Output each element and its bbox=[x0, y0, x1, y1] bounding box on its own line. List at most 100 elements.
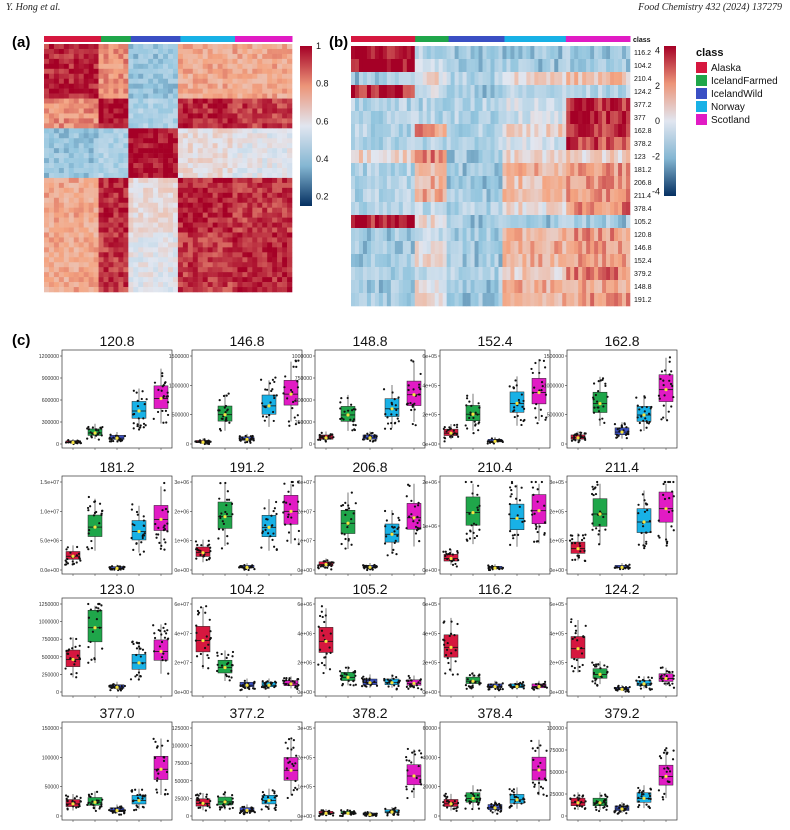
y-tick: 75000 bbox=[175, 761, 190, 767]
boxplot-title: 116.2 bbox=[478, 581, 512, 597]
boxplot-title: 378.2 bbox=[352, 705, 387, 721]
feature-heatmap bbox=[351, 46, 631, 307]
y-tick: 0e+00 bbox=[422, 568, 437, 574]
colorbar-a-tick: 1 bbox=[316, 41, 321, 51]
y-tick: 3e+06 bbox=[174, 480, 189, 486]
y-tick: 6e+06 bbox=[297, 602, 312, 608]
y-tick: 0 bbox=[186, 442, 189, 448]
boxplot-379.2: 379.2 100000 75000 50000 25000 0 bbox=[547, 705, 678, 822]
legend-swatch-norway bbox=[696, 101, 707, 112]
legend-swatch-scotland bbox=[696, 114, 707, 125]
y-tick: 1000000 bbox=[292, 354, 312, 360]
legend-title: class bbox=[696, 47, 724, 59]
y-tick: 20000 bbox=[423, 785, 438, 791]
y-tick: 2e+05 bbox=[422, 413, 437, 419]
correlation-matrix bbox=[44, 44, 293, 293]
y-tick: 1e+07 bbox=[297, 539, 312, 545]
y-tick: 100000 bbox=[42, 755, 59, 761]
colorbar-a-tick: 0.6 bbox=[316, 116, 329, 126]
legend-swatch-icelandwild bbox=[696, 88, 707, 99]
y-tick: 0e+00 bbox=[422, 690, 437, 696]
y-tick: 1e+06 bbox=[422, 524, 437, 530]
legend-label-scotland: Scotland bbox=[711, 115, 750, 126]
y-tick: 125000 bbox=[172, 726, 189, 732]
boxplot-title: 105.2 bbox=[352, 581, 387, 597]
boxplot-title: 210.4 bbox=[477, 459, 512, 475]
boxplot-title: 124.2 bbox=[604, 581, 639, 597]
feature-label: 181.2 bbox=[634, 167, 652, 174]
y-tick: 1.5e+07 bbox=[40, 480, 59, 486]
feature-label: 146.8 bbox=[634, 245, 652, 252]
y-tick: 250000 bbox=[295, 420, 312, 426]
feature-label: 105.2 bbox=[634, 219, 652, 226]
feature-label: 377 bbox=[634, 115, 646, 122]
y-tick: 0e+00 bbox=[297, 690, 312, 696]
plot-frame bbox=[191, 721, 303, 821]
y-tick: 1200000 bbox=[39, 354, 59, 360]
boxplot-title: 146.8 bbox=[229, 333, 264, 349]
y-tick: 40000 bbox=[423, 755, 438, 761]
y-tick: 0 bbox=[56, 442, 59, 448]
boxplot-181.2: 181.2 1.5e+07 1.0e+07 5.0e+06 0.0e+00 bbox=[40, 459, 173, 576]
legend-label-alaska: Alaska bbox=[711, 63, 741, 74]
y-tick: 4e+05 bbox=[422, 631, 437, 637]
y-tick: 1000000 bbox=[169, 383, 189, 389]
boxplot-377.0: 377.0 150000 100000 50000 0 bbox=[42, 705, 173, 822]
y-tick: 2e+05 bbox=[549, 661, 564, 667]
y-tick: 50000 bbox=[175, 779, 190, 785]
boxplot-title: 377.0 bbox=[99, 705, 134, 721]
y-tick: 5.0e+06 bbox=[40, 539, 59, 545]
y-tick: 50000 bbox=[550, 770, 565, 776]
y-tick: 750000 bbox=[42, 637, 59, 643]
class-row-label: class bbox=[633, 37, 651, 44]
y-tick: 600000 bbox=[42, 398, 59, 404]
plot-frame bbox=[61, 597, 173, 697]
y-tick: 100000 bbox=[547, 726, 564, 732]
y-tick: 2e+06 bbox=[174, 509, 189, 515]
y-tick: 25000 bbox=[550, 792, 565, 798]
y-tick: 500000 bbox=[295, 398, 312, 404]
feature-label: 378.2 bbox=[634, 141, 652, 148]
y-tick: 2e+05 bbox=[297, 755, 312, 761]
feature-label: 148.8 bbox=[634, 284, 652, 291]
boxplot-title: 152.4 bbox=[477, 333, 512, 349]
y-tick: 2e+06 bbox=[297, 661, 312, 667]
boxplot-title: 181.2 bbox=[99, 459, 134, 475]
y-tick: 1e+05 bbox=[549, 539, 564, 545]
colorbar-a-tick: 0.8 bbox=[316, 79, 329, 89]
boxplot-378.4: 378.4 60000 40000 20000 0 bbox=[423, 705, 551, 822]
y-tick: 0 bbox=[561, 442, 564, 448]
class-bar-icelandfarmed bbox=[101, 36, 132, 42]
y-tick: 1e+06 bbox=[174, 539, 189, 545]
y-tick: 6e+05 bbox=[422, 354, 437, 360]
plot-frame bbox=[191, 349, 303, 449]
legend-swatch-icelandfarmed bbox=[696, 75, 707, 86]
feature-label: 124.2 bbox=[634, 89, 652, 96]
colorbar-b-tick: 0 bbox=[655, 116, 660, 126]
y-tick: 4e+05 bbox=[549, 631, 564, 637]
y-tick: 300000 bbox=[42, 420, 59, 426]
y-tick: 500000 bbox=[172, 413, 189, 419]
boxplot-120.8: 120.8 1200000 900000 600000 300000 0 bbox=[39, 333, 173, 450]
boxplot-378.2: 378.2 3e+05 2e+05 1e+05 0e+00 bbox=[297, 705, 426, 822]
boxplot-104.2: 104.2 6e+07 4e+07 2e+07 0e+00 bbox=[174, 581, 303, 698]
feature-label: 191.2 bbox=[634, 297, 652, 304]
plot-frame bbox=[439, 349, 551, 449]
plot-frame bbox=[61, 349, 173, 449]
y-tick: 6e+07 bbox=[174, 602, 189, 608]
y-tick: 1250000 bbox=[39, 602, 59, 608]
feature-label: 152.4 bbox=[634, 258, 652, 265]
y-tick: 6e+05 bbox=[422, 602, 437, 608]
boxplot-title: 377.2 bbox=[229, 705, 264, 721]
y-tick: 4e+05 bbox=[422, 383, 437, 389]
boxplot-title: 206.8 bbox=[352, 459, 387, 475]
feature-label: 210.4 bbox=[634, 76, 652, 83]
running-header-authors: Y. Hong et al. bbox=[6, 2, 61, 13]
y-tick: 0e+00 bbox=[297, 568, 312, 574]
y-tick: 0e+00 bbox=[549, 690, 564, 696]
y-tick: 75000 bbox=[550, 748, 565, 754]
y-tick: 0 bbox=[434, 814, 437, 820]
feature-label: 206.8 bbox=[634, 180, 652, 187]
y-tick: 2e+06 bbox=[422, 480, 437, 486]
